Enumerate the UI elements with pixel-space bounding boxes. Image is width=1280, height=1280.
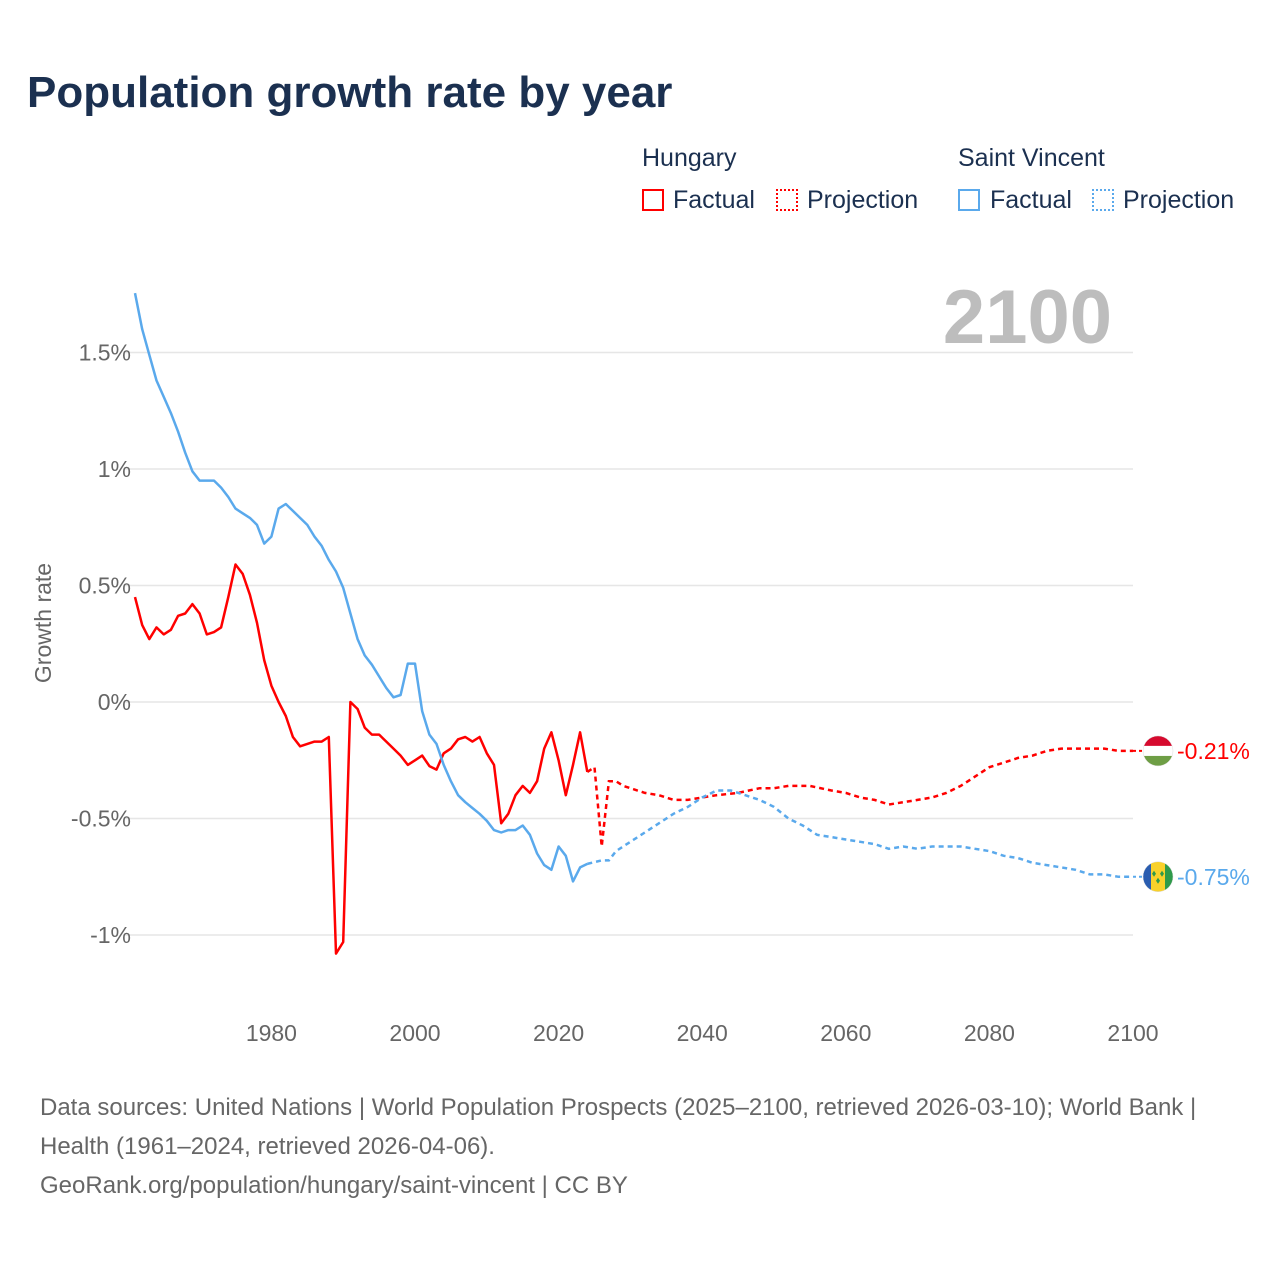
y-tick-label: 0.5% bbox=[79, 573, 131, 599]
y-tick-label: 1% bbox=[98, 456, 131, 482]
end-value-label-saint-vincent: -0.75% bbox=[1177, 864, 1250, 890]
legend-hungary-projection[interactable]: Projection bbox=[807, 186, 919, 214]
y-tick-label: 0% bbox=[98, 689, 131, 715]
flag-border bbox=[1142, 735, 1174, 767]
legend-group-hungary: Hungary bbox=[642, 144, 737, 172]
flag-diamond bbox=[1152, 870, 1156, 877]
flag-stripe bbox=[1143, 755, 1173, 766]
line-hungary-factual bbox=[133, 563, 589, 955]
x-tick-label: 2100 bbox=[1107, 1020, 1158, 1046]
flag-hungary-icon bbox=[1142, 735, 1174, 767]
line-hungary-projection bbox=[586, 747, 1133, 847]
y-tick-label: -1% bbox=[90, 922, 131, 948]
x-tick-label: 2060 bbox=[820, 1020, 871, 1046]
line-saint-vincent-projection bbox=[587, 789, 1133, 879]
flag-stripe bbox=[1151, 861, 1165, 892]
x-tick-label: 2020 bbox=[533, 1020, 584, 1046]
flag-stripe bbox=[1143, 735, 1173, 746]
flag-border bbox=[1142, 861, 1174, 892]
legend-swatch-sv-factual bbox=[958, 189, 980, 211]
y-tick-label: 1.5% bbox=[79, 340, 131, 366]
line-saint-vincent-factual bbox=[133, 292, 588, 883]
flag-stripe bbox=[1143, 861, 1151, 892]
x-tick-label: 2040 bbox=[677, 1020, 728, 1046]
y-axis-label: Growth rate bbox=[30, 563, 56, 683]
flag-diamond bbox=[1160, 870, 1164, 877]
y-tick-label: -0.5% bbox=[71, 806, 131, 832]
x-tick-label: 1980 bbox=[246, 1020, 297, 1046]
data-sources: Data sources: United Nations | World Pop… bbox=[40, 1094, 1197, 1160]
x-tick-label: 2080 bbox=[964, 1020, 1015, 1046]
source-link[interactable]: GeoRank.org/population/hungary/saint-vin… bbox=[40, 1172, 628, 1199]
flag-stripe bbox=[1165, 861, 1173, 892]
legend-hungary-factual[interactable]: Factual bbox=[673, 186, 755, 214]
chart-title: Population growth rate by year bbox=[27, 68, 673, 117]
x-tick-label: 2000 bbox=[389, 1020, 440, 1046]
legend-swatch-hungary-factual bbox=[642, 189, 664, 211]
legend-swatch-sv-projection bbox=[1092, 189, 1114, 211]
legend-group-saint-vincent: Saint Vincent bbox=[958, 144, 1105, 172]
footer: Data sources: United Nations | World Pop… bbox=[40, 1088, 1240, 1205]
year-label: 2100 bbox=[943, 275, 1112, 360]
flag-diamond bbox=[1156, 877, 1160, 884]
flag-saint-vincent-icon bbox=[1142, 861, 1174, 892]
legend-sv-factual[interactable]: Factual bbox=[990, 186, 1072, 214]
flag-stripe bbox=[1143, 745, 1173, 756]
end-value-label-hungary: -0.21% bbox=[1177, 738, 1250, 764]
legend-sv-projection[interactable]: Projection bbox=[1123, 186, 1235, 214]
legend-swatch-hungary-projection bbox=[776, 189, 798, 211]
